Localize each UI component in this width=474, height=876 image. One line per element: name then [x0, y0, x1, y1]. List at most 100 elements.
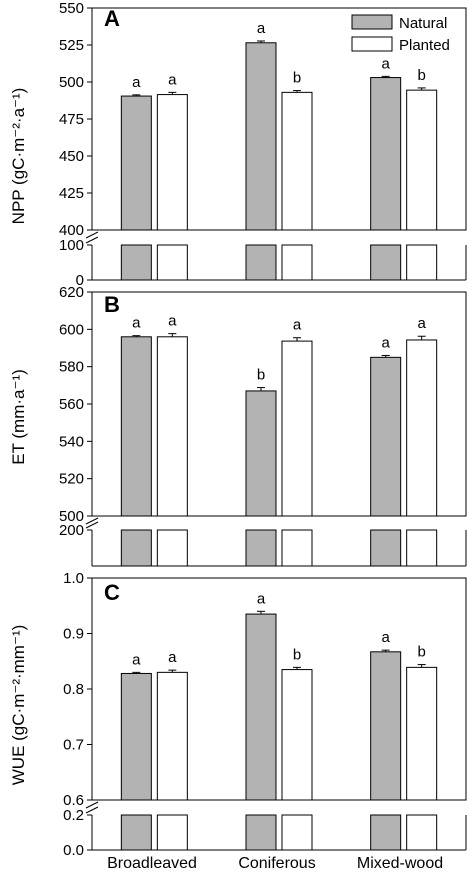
panel-c-y-tick-label-2: 0.8: [63, 681, 84, 698]
panel-b-y-tick-label-4: 580: [59, 359, 84, 376]
legend-swatch-natural: [351, 14, 393, 30]
panel-b-y-tick-label-3: 560: [59, 396, 84, 413]
panel-a-bar-broadleaved-natural: [120, 95, 152, 231]
panel-c-bar-lower-coniferous-natural: [245, 814, 277, 851]
panel-c-bar-lower-coniferous-planted: [281, 814, 313, 851]
panel-a-sig-letter-mixed-wood-planted: b: [417, 67, 425, 84]
panel-c-lower-y-tick-label-1: 0.2: [63, 807, 84, 824]
x-tick-label-coniferous: Coniferous: [238, 855, 315, 872]
panel-a-bar-lower-coniferous-planted: [281, 244, 313, 281]
panel-b-axis-break-mark-1: [85, 517, 99, 525]
panel-c-y-tick-label-3: 0.9: [63, 626, 84, 643]
panel-c-bar-broadleaved-natural: [120, 672, 152, 801]
panel-c-lower-y-tick-label-0: 0.0: [63, 842, 84, 859]
panel-b-y-tick-label-2: 540: [59, 433, 84, 450]
panel-a-axis-break-mark-2: [85, 236, 99, 244]
panel-b-bar-mixed-wood-natural: [370, 356, 402, 517]
panel-a-y-tick-label-2: 450: [59, 148, 84, 165]
panel-a-lower-y-tick-label-1: 100: [59, 237, 84, 254]
panel-b-bar-lower-mixed-wood-planted: [406, 529, 438, 567]
panel-b-bar-broadleaved-natural: [120, 336, 152, 517]
panel-b-bar-lower-coniferous-natural: [245, 529, 277, 567]
panel-b-sig-letter-coniferous-planted: a: [293, 317, 302, 334]
panel-a-bar-coniferous-natural: [245, 42, 277, 231]
panel-c-bar-lower-broadleaved-natural: [120, 814, 152, 851]
panel-c-bar-coniferous-planted: [281, 669, 313, 801]
panel-a-bar-mixed-wood-natural: [370, 77, 402, 231]
panel-c-bar-mixed-wood-planted: [406, 666, 438, 801]
panel-c-sig-letter-mixed-wood-natural: a: [381, 629, 390, 646]
legend: Natural Planted: [351, 14, 450, 54]
panel-b-bar-coniferous-planted: [281, 340, 313, 517]
panel-a-bar-lower-broadleaved-planted: [156, 244, 188, 281]
panel-c-y-tick-label-4: 1.0: [63, 570, 84, 587]
panel-a-sig-letter-coniferous-planted: b: [293, 70, 301, 87]
panel-b-y-tick-label-6: 620: [59, 284, 84, 301]
panel-a-bar-broadleaved-planted: [156, 94, 188, 231]
x-tick-label-broadleaved: Broadleaved: [107, 855, 197, 872]
panel-c-y-tick-label-1: 0.7: [63, 737, 84, 754]
panel-b-y-tick-label-1: 520: [59, 471, 84, 488]
panel-c-y-tick-label-0: 0.6: [63, 792, 84, 809]
panel-b-axis-break-mark-2: [85, 521, 99, 529]
panel-b-lower-y-tick-label-0: 200: [59, 522, 84, 539]
panel-c-bar-lower-mixed-wood-natural: [370, 814, 402, 851]
panel-c-axis-break-mark-2: [85, 806, 99, 814]
panel-a-lower-y-tick-label-0: 0: [76, 272, 84, 289]
panel-b-bar-mixed-wood-planted: [406, 339, 438, 517]
panel-b-y-tick-label-0: 500: [59, 508, 84, 525]
panel-a-letter: A: [104, 6, 120, 31]
panel-b-bar-lower-broadleaved-planted: [156, 529, 188, 567]
panel-a-y-tick-label-4: 500: [59, 74, 84, 91]
panel-c-y-axis-label: WUE (gC·m⁻²·mm⁻¹): [9, 625, 28, 786]
panel-a-bar-coniferous-planted: [281, 91, 313, 231]
panel-b-letter: B: [104, 292, 120, 317]
panel-a-bar-lower-mixed-wood-planted: [406, 244, 438, 281]
x-tick-label-mixed-wood: Mixed-wood: [357, 855, 443, 872]
legend-label-natural: Natural: [399, 15, 447, 32]
panel-c-sig-letter-broadleaved-planted: a: [168, 649, 177, 666]
panel-c-letter: C: [104, 580, 120, 605]
panel-c-sig-letter-mixed-wood-planted: b: [417, 644, 425, 661]
panel-a-bar-mixed-wood-planted: [406, 89, 438, 231]
panel-a-y-tick-label-6: 550: [59, 0, 84, 17]
panel-c-sig-letter-coniferous-planted: b: [293, 646, 301, 663]
panel-a-bar-lower-mixed-wood-natural: [370, 244, 402, 281]
panel-c-bar-mixed-wood-natural: [370, 651, 402, 801]
panel-c-bar-broadleaved-planted: [156, 671, 188, 801]
legend-label-planted: Planted: [399, 37, 450, 54]
panel-c-bar-coniferous-natural: [245, 613, 277, 801]
panel-c-sig-letter-broadleaved-natural: a: [132, 651, 141, 668]
panel-b-y-axis-label: ET (mm·a⁻¹): [9, 369, 28, 465]
panel-b-bar-lower-mixed-wood-natural: [370, 529, 402, 567]
panel-b-bar-broadleaved-planted: [156, 336, 188, 517]
panel-b-sig-letter-coniferous-natural: b: [257, 367, 265, 384]
panel-c-bar-lower-mixed-wood-planted: [406, 814, 438, 851]
panel-a-y-tick-label-3: 475: [59, 111, 84, 128]
panel-c-bar-lower-broadleaved-planted: [156, 814, 188, 851]
panel-a-y-tick-label-1: 425: [59, 185, 84, 202]
panel-a-sig-letter-coniferous-natural: a: [257, 20, 266, 37]
panel-b: B ET (mm·a⁻¹) 500 520 540 560 580 600 620 200 a a…: [9, 284, 467, 567]
panel-a-sig-letter-broadleaved-natural: a: [132, 74, 141, 91]
panel-c: C WUE (gC·m⁻²·mm⁻¹) 0.6 0.7 0.8 0.9 1.0 0.0 0.…: [9, 570, 467, 859]
panel-c-sig-letter-coniferous-natural: a: [257, 590, 266, 607]
panel-a-bar-lower-coniferous-natural: [245, 244, 277, 281]
panel-a-axis-break-mark-1: [85, 231, 99, 239]
panel-b-y-tick-label-5: 600: [59, 321, 84, 338]
panel-c-axis-break-mark-1: [85, 801, 99, 809]
panel-b-sig-letter-mixed-wood-planted: a: [417, 315, 426, 332]
panel-b-bar-lower-coniferous-planted: [281, 529, 313, 567]
panel-a-sig-letter-mixed-wood-natural: a: [381, 55, 390, 72]
panel-a: A NPP (gC·m⁻²·a⁻¹) Natural Planted 400 42…: [9, 0, 467, 289]
panel-b-sig-letter-broadleaved-natural: a: [132, 315, 141, 332]
panel-a-y-axis-label: NPP (gC·m⁻²·a⁻¹): [9, 88, 28, 225]
panel-a-y-tick-label-5: 525: [59, 37, 84, 54]
panel-a-sig-letter-broadleaved-planted: a: [168, 71, 177, 88]
panel-b-sig-letter-mixed-wood-natural: a: [381, 334, 390, 351]
panel-a-y-tick-label-0: 400: [59, 222, 84, 239]
panel-a-bar-lower-broadleaved-natural: [120, 244, 152, 281]
legend-swatch-planted: [351, 36, 393, 52]
x-axis-categories: Broadleaved Coniferous Mixed-wood: [107, 855, 443, 872]
